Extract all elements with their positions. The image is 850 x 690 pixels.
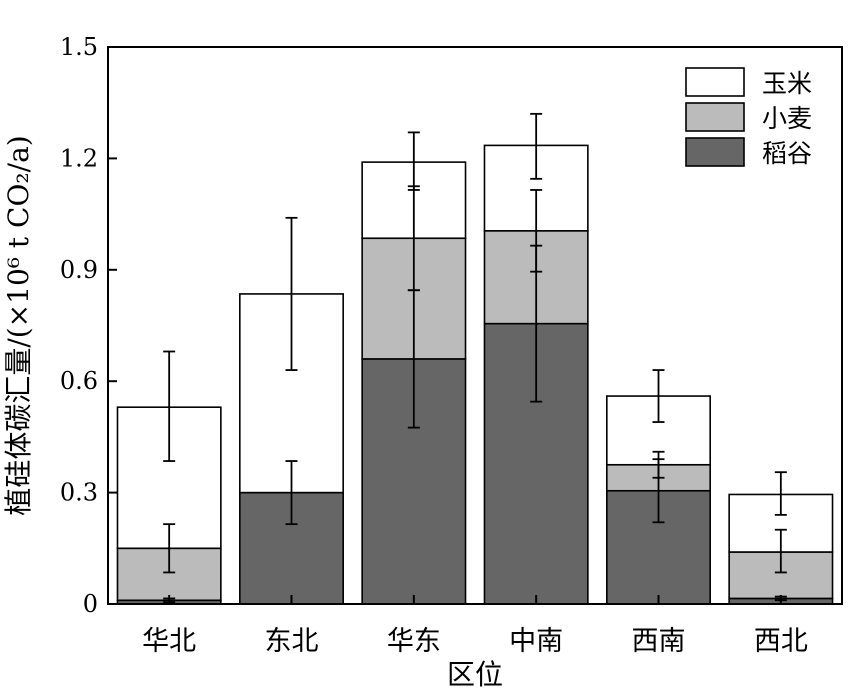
legend-swatch-稻谷 xyxy=(685,137,745,167)
plot-frame xyxy=(107,46,843,605)
legend-label-稻谷: 稻谷 xyxy=(762,139,812,168)
y-tick-label: 1.2 xyxy=(60,144,98,172)
x-category-label: 西北 xyxy=(754,626,808,657)
y-axis-title: 植硅体碳汇量/(×10⁶ t CO₂/a) xyxy=(2,135,35,515)
x-category-label: 华北 xyxy=(142,626,196,657)
y-tick-label: 1.5 xyxy=(60,33,98,61)
x-axis-ticks: 华北 东北 华东 中南 西南 西北 xyxy=(142,595,808,657)
y-tick-label: 0.3 xyxy=(60,479,98,507)
x-axis-title: 区位 xyxy=(447,658,503,690)
y-tick-label: 0.6 xyxy=(60,367,98,395)
x-category-label: 华东 xyxy=(387,626,441,657)
legend-swatch-玉米 xyxy=(685,67,745,97)
x-category-label: 西南 xyxy=(632,626,686,657)
legend-label-玉米: 玉米 xyxy=(762,69,812,98)
y-tick-label: 0 xyxy=(83,590,98,618)
bar-segment-小麦-华北 xyxy=(116,547,222,602)
legend-swatch-小麦 xyxy=(685,102,745,132)
x-category-label: 中南 xyxy=(509,626,563,657)
y-tick-label: 0.9 xyxy=(60,256,98,284)
x-category-label: 东北 xyxy=(265,626,319,657)
error-bars-layer xyxy=(163,112,787,604)
legend-label-小麦: 小麦 xyxy=(762,104,812,133)
bars-layer xyxy=(116,144,834,605)
y-axis-ticks: 0 0.3 0.6 0.9 1.2 1.5 xyxy=(60,33,117,618)
